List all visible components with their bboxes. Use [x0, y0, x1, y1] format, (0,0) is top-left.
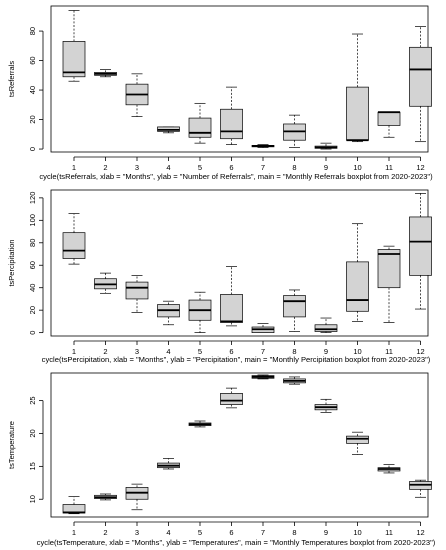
panel3-box-month-6 — [220, 393, 243, 405]
panel3-y-tick-label: 20 — [28, 429, 37, 437]
panel1-box-month-12 — [409, 46, 432, 107]
panel2-y-tick-label: 0 — [28, 331, 37, 335]
panel2-y-tick-label: 60 — [28, 261, 37, 269]
panel1-box-month-1 — [62, 41, 86, 78]
panel1-y-axis-title: tsReferrals — [7, 61, 16, 98]
panel2-y-tick-label: 80 — [28, 239, 37, 247]
panel2-y-tick-label: 20 — [28, 306, 37, 314]
panel1-box-month-5 — [188, 117, 212, 138]
panel2-x-tick-label: 2 — [103, 347, 107, 356]
panel2-x-tick-label: 11 — [385, 347, 393, 356]
panel1-box-month-11 — [377, 111, 401, 126]
panel2-x-tick-label: 7 — [261, 347, 265, 356]
panel3-x-tick-label: 8 — [292, 528, 296, 537]
panel2-box-month-10 — [346, 261, 369, 312]
panel1-x-tick-label: 11 — [385, 163, 393, 172]
panel1-x-tick-label: 7 — [261, 163, 265, 172]
panel2-y-tick-label: 120 — [28, 192, 37, 205]
panel3-plot-frame — [50, 372, 429, 518]
panel2-box-month-8 — [283, 295, 306, 318]
panel2-code-caption: cycle(tsPercipitation, xlab = "Months", … — [42, 355, 431, 364]
panel1-box-month-6 — [220, 108, 243, 140]
panel2-box-month-12 — [409, 216, 432, 276]
panel2-x-tick-label: 4 — [166, 347, 170, 356]
panel1-y-tick-label: 0 — [28, 147, 37, 151]
panel3-x-tick-label: 7 — [261, 528, 265, 537]
panel3-x-tick-label: 3 — [135, 528, 139, 537]
panel2-box-month-11 — [377, 249, 401, 289]
panel2-x-tick-label: 5 — [198, 347, 202, 356]
panel3-y-axis-title: tsTemperature — [7, 421, 16, 469]
panel1-y-tick-label: 80 — [28, 27, 37, 35]
panel3-x-tick-label: 9 — [324, 528, 328, 537]
panel3-x-tick-label: 12 — [416, 528, 424, 537]
panel3-y-tick-label: 25 — [28, 396, 37, 404]
panel3-x-tick-label: 4 — [166, 528, 170, 537]
panel1-x-tick-label: 2 — [103, 163, 107, 172]
panel2-x-tick-label: 12 — [416, 347, 424, 356]
panel2-x-tick-label: 3 — [135, 347, 139, 356]
panel2-box-month-1 — [62, 232, 86, 259]
panel2-box-month-9 — [314, 324, 338, 332]
panel1-y-tick-label: 60 — [28, 56, 37, 64]
panel2-box-month-3 — [125, 281, 149, 300]
panel2-y-tick-label: 100 — [28, 214, 37, 227]
panel1-x-tick-label: 3 — [135, 163, 139, 172]
panel1-y-tick-label: 40 — [28, 86, 37, 94]
panel1-x-tick-label: 4 — [166, 163, 170, 172]
panel3-x-tick-label: 11 — [385, 528, 393, 537]
panel1-box-month-10 — [346, 86, 369, 141]
panel2-x-tick-label: 6 — [229, 347, 233, 356]
panel2-y-tick-label: 40 — [28, 284, 37, 292]
panel1-x-tick-label: 5 — [198, 163, 202, 172]
panel3-x-tick-label: 5 — [198, 528, 202, 537]
panel3-y-tick-label: 10 — [28, 495, 37, 503]
panel3-code-caption: cycle(tsTemperature, xlab = "Months", yl… — [37, 538, 436, 547]
panel2-x-tick-label: 9 — [324, 347, 328, 356]
panel1-y-tick-label: 20 — [28, 115, 37, 123]
panel3-y-tick-label: 15 — [28, 462, 37, 470]
panel1-x-tick-label: 9 — [324, 163, 328, 172]
panel1-x-tick-label: 12 — [416, 163, 424, 172]
panel2-box-month-6 — [220, 294, 243, 323]
panel1-code-caption: cycle(tsReferrals, xlab = "Months", ylab… — [39, 172, 433, 181]
panel3-x-tick-label: 1 — [72, 528, 76, 537]
panel3-x-tick-label: 2 — [103, 528, 107, 537]
panel3-box-month-10 — [346, 435, 369, 444]
panel1-x-tick-label: 8 — [292, 163, 296, 172]
panel1-x-tick-label: 1 — [72, 163, 76, 172]
panel2-x-tick-label: 8 — [292, 347, 296, 356]
panel2-y-axis-title: tsPercipitation — [7, 239, 16, 286]
panel1-x-tick-label: 10 — [353, 163, 361, 172]
panel3-x-tick-label: 10 — [353, 528, 361, 537]
panel1-x-tick-label: 6 — [229, 163, 233, 172]
panel2-x-tick-label: 1 — [72, 347, 76, 356]
panel2-x-tick-label: 10 — [353, 347, 361, 356]
panel3-x-tick-label: 6 — [229, 528, 233, 537]
